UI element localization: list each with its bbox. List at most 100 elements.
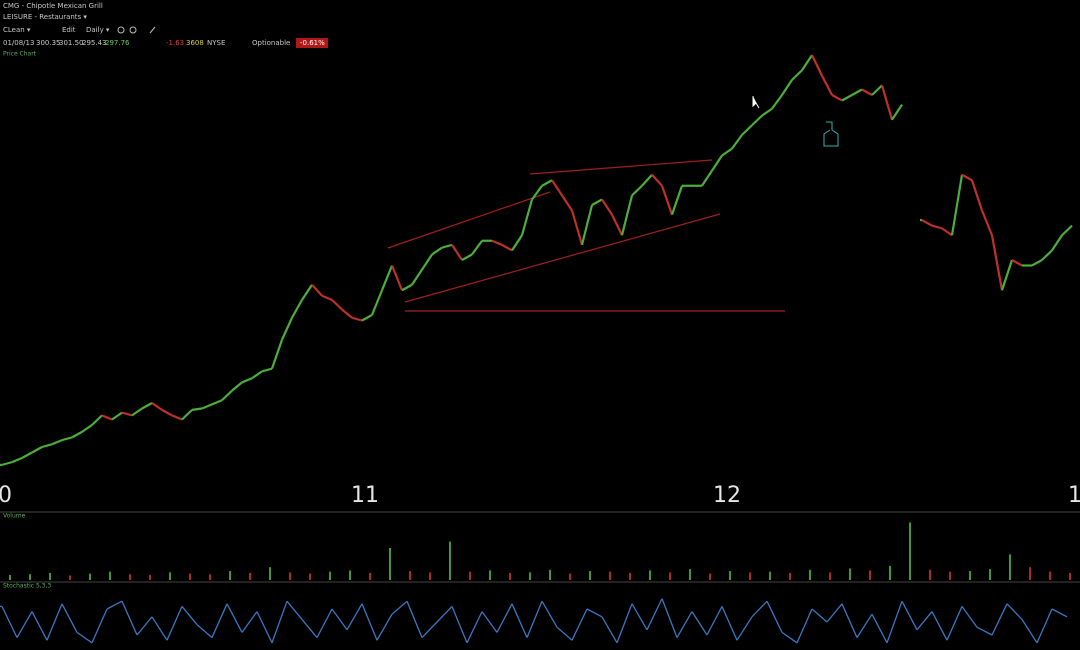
volume-bar — [309, 573, 311, 580]
volume-bar — [329, 571, 331, 580]
price-segment — [751, 600, 768, 618]
price-segment — [71, 430, 83, 439]
x-tick-label: 11 — [351, 483, 379, 508]
volume-bar — [969, 571, 971, 580]
price-segment — [526, 600, 543, 638]
price-segment — [341, 308, 353, 319]
volume-bar — [469, 571, 471, 580]
price-segment — [81, 424, 93, 433]
price-segment — [380, 265, 394, 291]
pane-label: Volume — [3, 513, 26, 520]
price-segment — [121, 600, 138, 636]
volume-bar — [49, 572, 51, 580]
price-segment — [950, 174, 964, 236]
price-segment — [880, 85, 894, 121]
low: 295.43 — [82, 39, 107, 47]
price-segment — [861, 88, 873, 96]
price-segment — [886, 600, 903, 644]
price-segment — [211, 399, 223, 406]
price-segment — [580, 204, 594, 246]
price-segment — [736, 616, 753, 641]
price-segment — [361, 314, 373, 322]
price-segment — [841, 603, 858, 638]
price-segment — [511, 603, 528, 638]
change-pct: -0.61% — [300, 39, 325, 47]
price-segment — [511, 234, 523, 251]
volume-bar — [709, 573, 711, 580]
price-segment — [781, 631, 798, 644]
price-segment — [461, 253, 473, 261]
volume-bar — [549, 569, 551, 580]
volume-bar — [669, 572, 671, 580]
volume-bar — [389, 548, 391, 580]
price-segment — [631, 184, 643, 197]
price-segment — [11, 456, 23, 464]
price-segment — [331, 299, 343, 311]
price-segment — [251, 370, 263, 380]
price-segment — [31, 611, 48, 641]
price-segment — [571, 608, 588, 641]
price-segment — [541, 179, 553, 187]
price-segment — [151, 616, 168, 641]
price-segment — [171, 414, 183, 421]
volume-bar — [269, 567, 271, 580]
layout-menu[interactable]: CLean ▾ — [3, 26, 31, 34]
price-segment — [441, 243, 453, 249]
edit-button[interactable]: Edit — [62, 26, 76, 34]
volume-bar — [409, 571, 411, 580]
price-segment — [821, 75, 833, 96]
volume-bar — [749, 572, 751, 580]
volume-bar — [949, 571, 951, 580]
date: 01/08/13 — [3, 39, 34, 47]
volume-bar — [169, 572, 171, 580]
price-segment — [941, 227, 953, 237]
price-segment — [771, 94, 783, 110]
price-segment — [676, 611, 693, 638]
volume-bar — [369, 572, 371, 580]
price-segment — [811, 54, 823, 77]
price-segment — [311, 284, 323, 297]
price-segment — [841, 94, 853, 102]
volume-bar — [769, 571, 771, 580]
price-segment — [151, 402, 163, 411]
close: 297.76 — [105, 39, 130, 47]
volume-bar — [789, 572, 791, 580]
period-menu[interactable]: Daily ▾ — [86, 26, 110, 34]
price-segment — [431, 246, 443, 256]
volume-bar — [69, 575, 71, 580]
price-segment — [291, 299, 303, 319]
symbol[interactable]: CMG - Chipotle Mexican Grill — [3, 2, 103, 10]
volume-bar — [1009, 554, 1011, 580]
price-segment — [121, 411, 133, 417]
price-segment — [901, 600, 918, 631]
price-segment — [731, 134, 743, 150]
change-pct-box — [296, 38, 328, 48]
price-segment — [1061, 224, 1073, 237]
price-segment — [620, 195, 634, 236]
volume-bar — [289, 572, 291, 580]
volume-bar — [989, 569, 991, 580]
price-segment — [766, 600, 783, 633]
price-segment — [691, 611, 708, 636]
price-segment — [91, 608, 108, 644]
price-segment — [181, 605, 198, 626]
price-segment — [1, 606, 18, 638]
volume-bar — [489, 570, 491, 580]
price-segment — [561, 194, 573, 212]
volume-bar — [889, 565, 891, 580]
price-segment — [256, 611, 273, 644]
price-segment — [451, 244, 463, 261]
industry[interactable]: LEISURE - Restaurants ▾ — [3, 13, 87, 21]
price-segment — [851, 88, 863, 96]
x-tick-label: 12 — [713, 483, 741, 508]
price-segment — [791, 69, 803, 81]
high: 301.50 — [59, 39, 84, 47]
change: -1.63 — [166, 39, 184, 47]
price-segment — [191, 407, 203, 411]
volume-bar — [829, 572, 831, 580]
pane-label: Stochastic 5,3,3 — [3, 583, 51, 590]
volume-bar — [629, 572, 631, 580]
price-segment — [976, 626, 993, 636]
volume-bar — [849, 568, 851, 580]
